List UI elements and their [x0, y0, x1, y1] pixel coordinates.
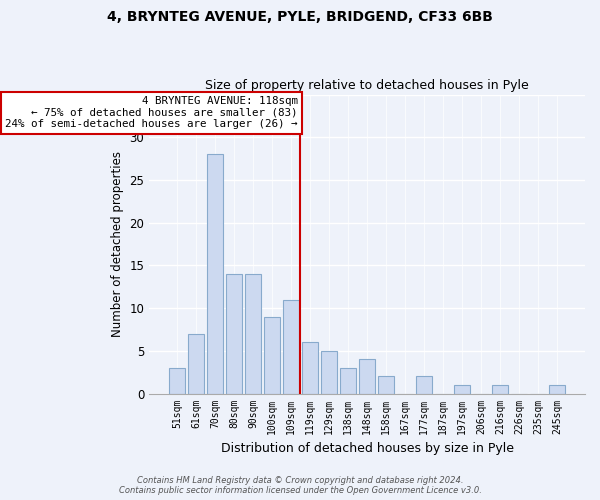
Bar: [340, 368, 356, 394]
Text: 4 BRYNTEG AVENUE: 118sqm
← 75% of detached houses are smaller (83)
24% of semi-d: 4 BRYNTEG AVENUE: 118sqm ← 75% of detach…: [5, 96, 298, 130]
Bar: [188, 334, 204, 394]
Bar: [302, 342, 318, 394]
Bar: [226, 274, 242, 394]
Bar: [264, 316, 280, 394]
Bar: [359, 360, 375, 394]
Bar: [416, 376, 432, 394]
Bar: [492, 385, 508, 394]
Bar: [283, 300, 299, 394]
Bar: [207, 154, 223, 394]
Y-axis label: Number of detached properties: Number of detached properties: [111, 151, 124, 337]
X-axis label: Distribution of detached houses by size in Pyle: Distribution of detached houses by size …: [221, 442, 514, 455]
Text: 4, BRYNTEG AVENUE, PYLE, BRIDGEND, CF33 6BB: 4, BRYNTEG AVENUE, PYLE, BRIDGEND, CF33 …: [107, 10, 493, 24]
Bar: [169, 368, 185, 394]
Text: Contains HM Land Registry data © Crown copyright and database right 2024.
Contai: Contains HM Land Registry data © Crown c…: [119, 476, 481, 495]
Bar: [549, 385, 565, 394]
Bar: [321, 351, 337, 394]
Bar: [378, 376, 394, 394]
Bar: [245, 274, 261, 394]
Bar: [454, 385, 470, 394]
Title: Size of property relative to detached houses in Pyle: Size of property relative to detached ho…: [205, 79, 529, 92]
